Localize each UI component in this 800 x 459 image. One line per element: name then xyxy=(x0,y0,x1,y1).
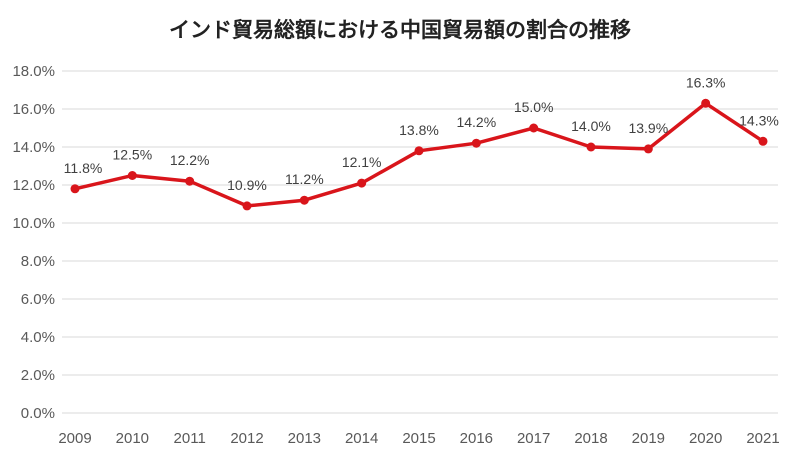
x-tick-label: 2012 xyxy=(230,430,263,447)
x-tick-label: 2017 xyxy=(517,430,550,447)
y-tick-label: 14.0% xyxy=(12,139,55,156)
y-tick-label: 8.0% xyxy=(21,253,55,270)
x-tick-label: 2009 xyxy=(58,430,91,447)
data-point xyxy=(70,184,80,194)
data-label: 14.0% xyxy=(571,118,611,134)
x-tick-label: 2020 xyxy=(689,430,722,447)
y-tick-label: 0.0% xyxy=(21,405,55,422)
data-label: 10.9% xyxy=(227,177,267,193)
y-tick-label: 2.0% xyxy=(21,367,55,384)
data-label: 12.5% xyxy=(112,147,152,163)
x-tick-label: 2011 xyxy=(174,430,206,447)
y-tick-label: 16.0% xyxy=(12,101,55,118)
data-point xyxy=(471,138,481,148)
x-tick-label: 2010 xyxy=(116,430,149,447)
data-label: 13.8% xyxy=(399,122,439,138)
data-label: 12.1% xyxy=(342,154,382,170)
x-tick-label: 2013 xyxy=(288,430,321,447)
y-tick-label: 12.0% xyxy=(12,177,55,194)
data-label: 14.2% xyxy=(456,114,496,130)
data-label: 15.0% xyxy=(514,99,554,115)
x-tick-label: 2018 xyxy=(574,430,607,447)
x-tick-label: 2014 xyxy=(345,430,378,447)
x-tick-label: 2019 xyxy=(632,430,665,447)
data-label: 16.3% xyxy=(686,74,726,90)
y-tick-label: 18.0% xyxy=(12,63,55,80)
y-tick-label: 6.0% xyxy=(21,291,55,308)
x-tick-label: 2015 xyxy=(402,430,435,447)
data-label: 14.3% xyxy=(739,112,779,128)
data-point xyxy=(586,142,596,152)
chart-title: インド貿易総額における中国貿易額の割合の推移 xyxy=(169,18,631,42)
y-tick-label: 4.0% xyxy=(21,329,55,346)
data-point xyxy=(127,171,137,180)
data-point xyxy=(299,195,309,205)
data-point xyxy=(643,144,653,154)
data-point xyxy=(414,146,424,156)
data-label: 12.2% xyxy=(170,152,210,168)
x-tick-label: 2016 xyxy=(460,430,493,447)
x-tick-label: 2021 xyxy=(746,430,779,447)
data-point xyxy=(357,178,367,188)
data-label: 11.8% xyxy=(64,160,103,176)
data-label: 13.9% xyxy=(628,120,668,136)
data-point xyxy=(185,176,195,186)
y-tick-label: 10.0% xyxy=(12,215,55,232)
data-point xyxy=(758,136,768,146)
data-point xyxy=(529,123,539,133)
data-point xyxy=(242,201,252,211)
data-label: 11.2% xyxy=(285,171,324,187)
data-point xyxy=(701,98,711,108)
